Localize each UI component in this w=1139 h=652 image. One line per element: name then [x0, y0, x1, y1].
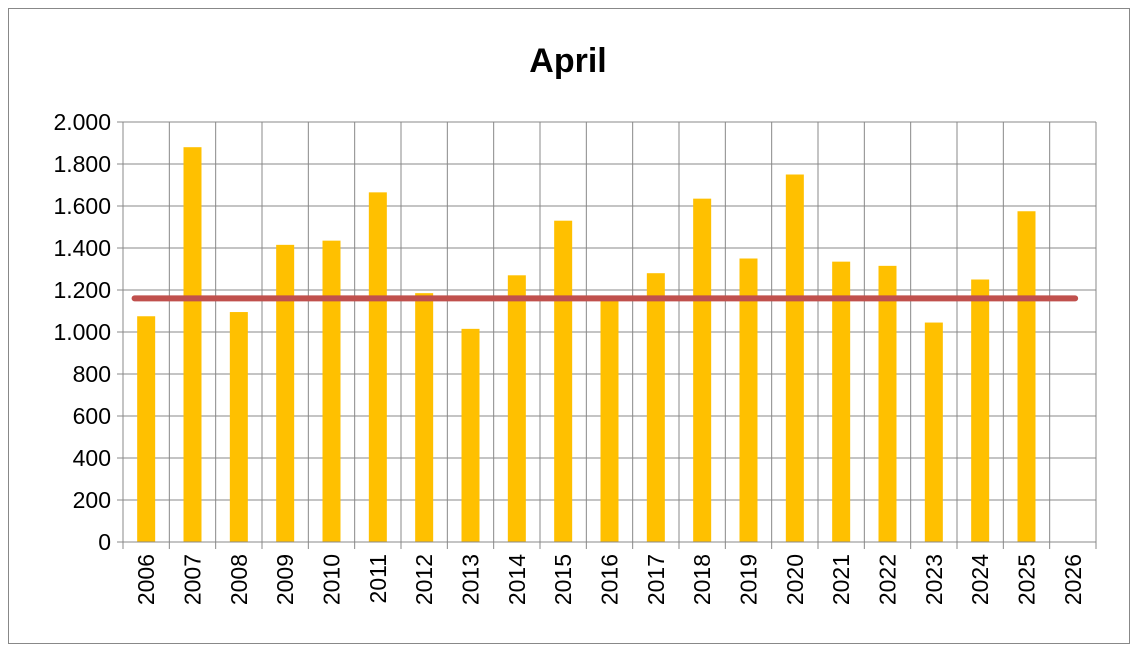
y-tick-label: 1.600	[53, 193, 111, 219]
bar	[137, 316, 156, 542]
y-tick-label: 200	[73, 487, 111, 513]
y-tick-label: 400	[73, 445, 111, 471]
y-tick-label: 0	[98, 529, 111, 555]
x-tick-label: 2007	[180, 554, 206, 605]
bar	[971, 279, 990, 542]
x-tick-label: 2019	[736, 554, 762, 605]
bar	[600, 299, 619, 542]
bars	[137, 147, 1036, 542]
axes: 0 200 400 600 800 1.000 1.200 1.400 1.600 1.800 2.…	[53, 109, 1097, 605]
x-tick-label: 2021	[828, 554, 854, 605]
bar	[1017, 211, 1036, 542]
y-tick-label: 800	[73, 361, 111, 387]
x-tick-label: 2016	[597, 554, 623, 605]
x-tick-label: 2022	[875, 554, 901, 605]
x-tick-label: 2009	[272, 554, 298, 605]
bar	[229, 312, 248, 542]
x-tick-label: 2025	[1014, 554, 1040, 605]
bar	[739, 258, 758, 542]
bar	[554, 220, 573, 542]
x-tick-label: 2024	[967, 554, 993, 605]
bar	[368, 192, 387, 542]
y-tick-label: 1.400	[53, 235, 111, 261]
x-tick-label: 2018	[689, 554, 715, 605]
x-tick-label: 2011	[365, 554, 391, 603]
x-tick-label: 2008	[226, 554, 252, 605]
bar	[461, 328, 480, 542]
y-tick-label: 1.200	[53, 277, 111, 303]
x-tick-label: 2015	[550, 554, 576, 605]
bar	[924, 322, 943, 542]
bar	[785, 174, 804, 542]
bar	[322, 240, 341, 542]
x-tick-label: 2010	[319, 554, 345, 605]
y-tick-label: 2.000	[53, 109, 111, 135]
x-tick-label: 2023	[921, 554, 947, 605]
bar	[646, 273, 665, 542]
bar	[276, 244, 295, 542]
bar	[878, 265, 897, 542]
x-tick-label: 2026	[1060, 554, 1086, 605]
bar	[415, 293, 434, 542]
chart-title: April	[529, 42, 606, 80]
y-tick-label: 1.800	[53, 151, 111, 177]
bar	[832, 261, 851, 542]
x-tick-label: 2020	[782, 554, 808, 605]
x-tick-label: 2017	[643, 554, 669, 605]
y-tick-label: 1.000	[53, 319, 111, 345]
bar	[183, 147, 202, 542]
x-tick-label: 2013	[458, 554, 484, 605]
y-tick-label: 600	[73, 403, 111, 429]
x-tick-label: 2012	[411, 554, 437, 605]
bar	[507, 275, 526, 542]
x-tick-label: 2006	[133, 554, 159, 605]
x-tick-label: 2014	[504, 554, 530, 605]
bar	[693, 198, 712, 542]
